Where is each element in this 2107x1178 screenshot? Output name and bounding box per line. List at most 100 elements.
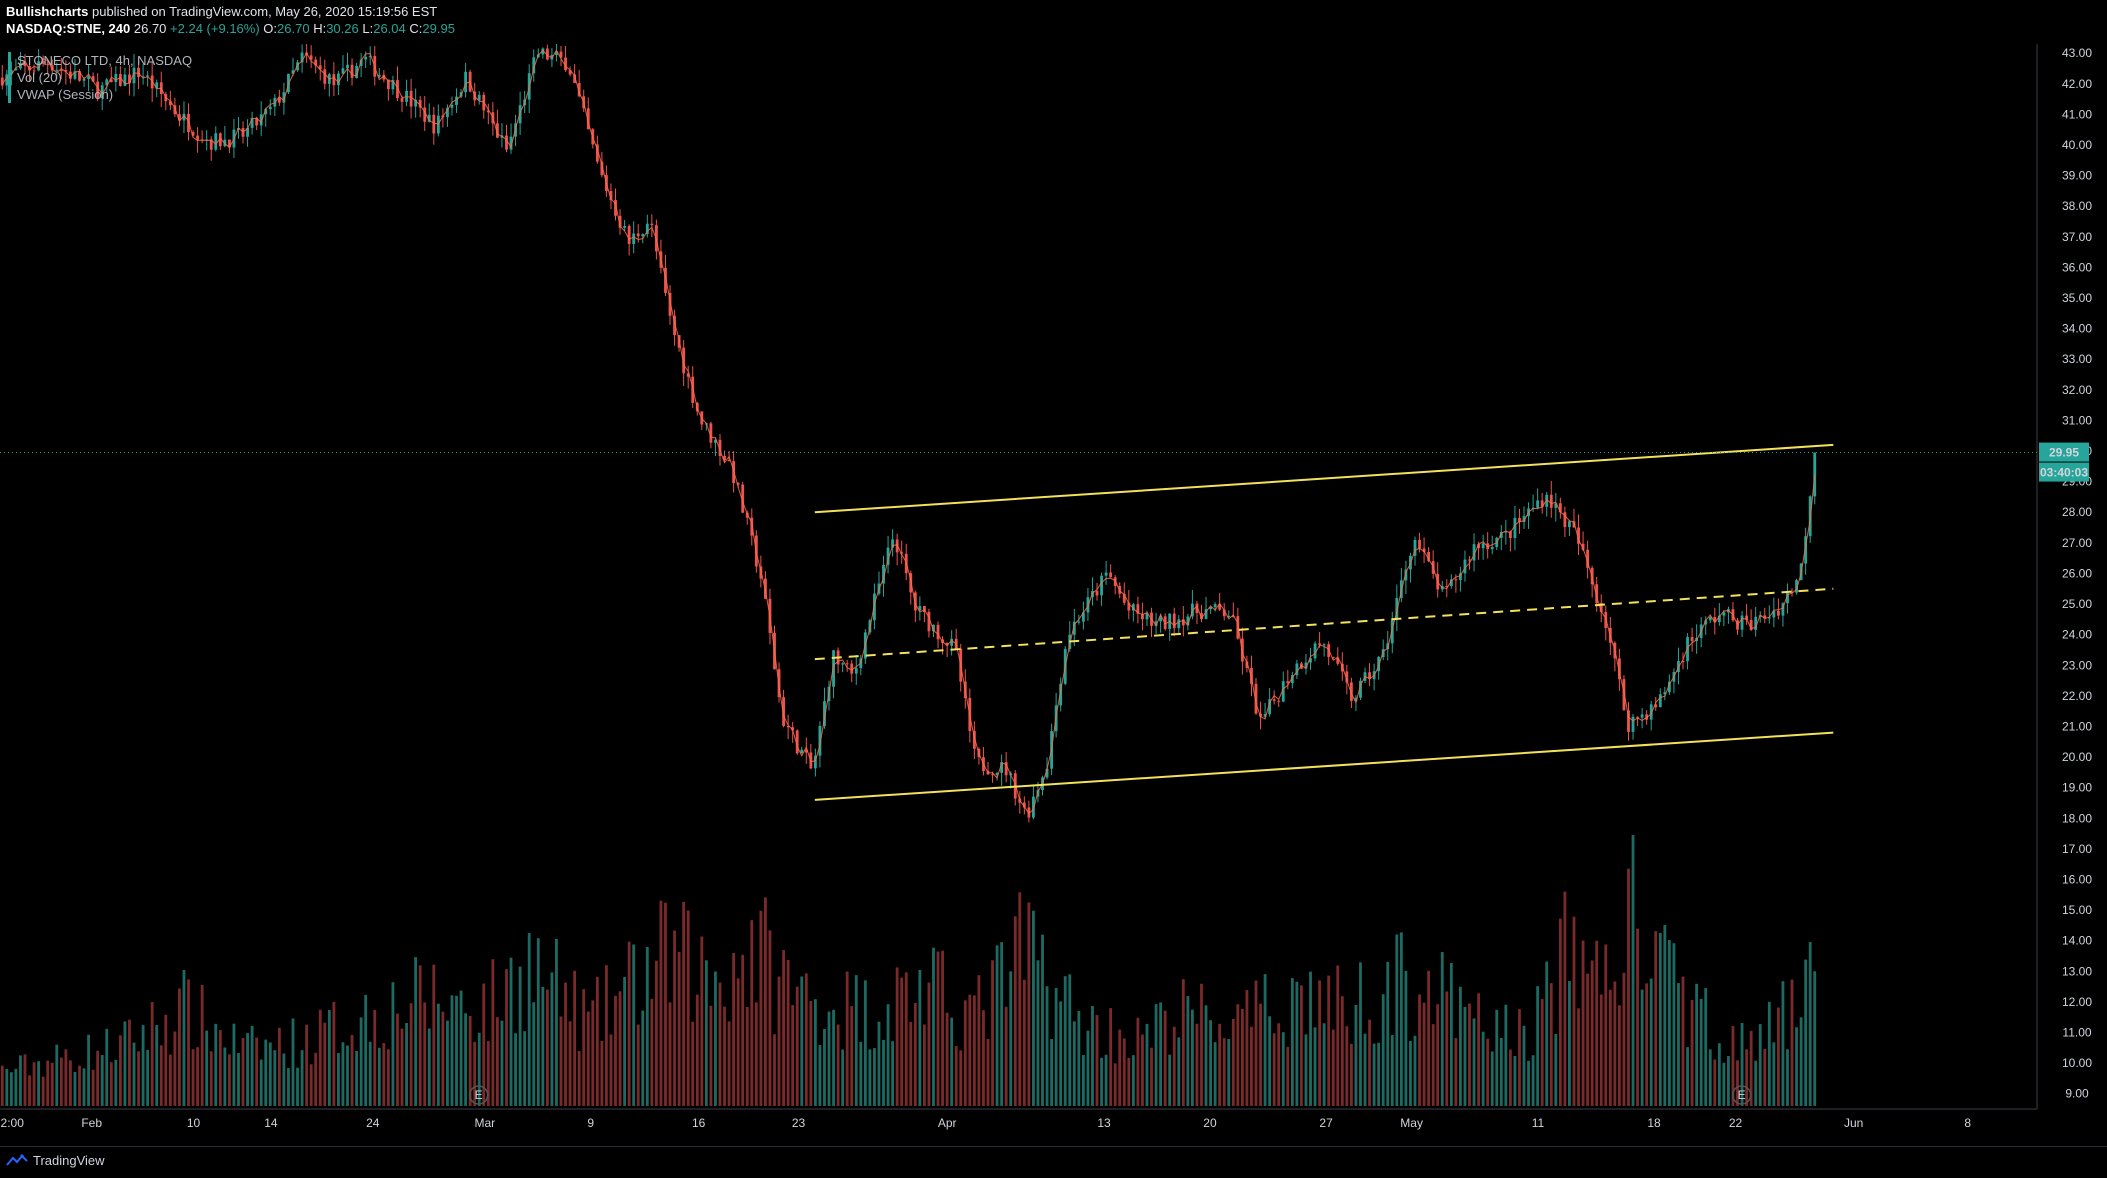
volume-bar [1254, 980, 1258, 1106]
candle-body [1449, 579, 1453, 587]
candle-body [495, 123, 499, 138]
volume-bar [1536, 986, 1540, 1106]
volume-bar [1531, 1055, 1535, 1106]
volume-bar [1695, 983, 1699, 1106]
volume-bar [459, 990, 463, 1106]
candle-body [509, 136, 513, 150]
volume-bar [809, 1000, 813, 1106]
volume-bar [1527, 1060, 1530, 1106]
candle-body [1095, 590, 1099, 596]
legend-symbol[interactable]: STONECO LTD, 4h, NASDAQ [8, 52, 192, 69]
author-name[interactable]: Bullishcharts [6, 4, 89, 19]
candle-body [1627, 710, 1630, 732]
volume-bar [941, 950, 944, 1106]
candle-body [1304, 662, 1308, 669]
candle-body [178, 114, 181, 121]
candle-body [1658, 694, 1662, 708]
volume-bar [945, 1012, 949, 1106]
candle-body [1740, 615, 1744, 630]
volume-bar [1141, 1034, 1144, 1106]
volume-bar [1404, 970, 1408, 1106]
candle-body [150, 75, 154, 89]
candle-body [1104, 572, 1108, 576]
volume-bar [573, 970, 577, 1106]
volume-bar [1477, 993, 1480, 1106]
time-tick-label: 8 [1964, 1116, 1971, 1130]
candle-body [1059, 683, 1063, 706]
volume-bar [1672, 943, 1676, 1106]
volume-bar [41, 1076, 45, 1106]
candle-body [246, 127, 249, 137]
volume-bar [823, 1028, 826, 1106]
tradingview-brand[interactable]: TradingView [6, 1153, 105, 1168]
candle-body [1309, 658, 1312, 663]
candle-body [141, 76, 145, 78]
volume-bar [1100, 1057, 1103, 1106]
volume-bar [918, 969, 922, 1106]
volume-bar [1663, 924, 1667, 1106]
legend-vwap[interactable]: VWAP (Session) [8, 86, 192, 103]
price-tick-label: 9.00 [2065, 1087, 2089, 1101]
volume-bar [686, 910, 690, 1106]
volume-bar [341, 1042, 345, 1106]
volume-bar [595, 976, 599, 1106]
volume-bar [105, 1028, 109, 1106]
volume-bar [1354, 1004, 1358, 1106]
volume-bar [986, 1039, 990, 1106]
candle-body [350, 64, 354, 78]
candle-body [1477, 544, 1480, 549]
candle-body [1186, 616, 1190, 626]
candle-body [1331, 657, 1335, 659]
time-tick-label: Mar [474, 1116, 495, 1130]
candle-body [1022, 802, 1026, 808]
candle-body [1313, 643, 1317, 659]
volume-bar [759, 910, 763, 1106]
volume-bar [1640, 989, 1644, 1106]
volume-bar [1540, 999, 1544, 1106]
volume-bar [350, 1035, 354, 1106]
candle-body [886, 547, 890, 565]
candle-body [450, 105, 454, 108]
candle-body [1418, 539, 1421, 549]
candle-body [1654, 704, 1658, 708]
candle-body [1086, 597, 1090, 613]
volume-bar [1554, 1033, 1558, 1106]
candle-body [1122, 593, 1126, 603]
candle-body [28, 66, 31, 71]
candle-body [1404, 569, 1408, 581]
volume-bar [314, 1052, 318, 1106]
candle-body [1072, 621, 1076, 635]
candle-body [1631, 716, 1635, 732]
volume-bar [1036, 960, 1040, 1106]
candle-body [1549, 494, 1553, 508]
candle-body [1159, 616, 1163, 622]
candle-body [337, 73, 340, 86]
volume-bar [1009, 971, 1013, 1106]
volume-bar [1763, 1048, 1767, 1106]
volume-bar [1349, 1043, 1353, 1106]
candle-body [800, 749, 804, 754]
volume-bar [14, 1068, 18, 1106]
volume-bar [1200, 983, 1203, 1106]
volume-bar [1813, 971, 1817, 1106]
volume-bar [1613, 981, 1617, 1106]
time-tick-label: 22 [1729, 1116, 1743, 1130]
candle-body [1581, 543, 1585, 550]
candle-body [1572, 521, 1576, 528]
volume-bar [141, 1025, 145, 1106]
candle-body [1141, 613, 1144, 620]
price-tick-label: 13.00 [2062, 964, 2092, 978]
candle-body [1163, 616, 1167, 629]
volume-bar [1431, 1024, 1435, 1106]
candle-body [1045, 768, 1049, 778]
price-tick-label: 18.00 [2062, 811, 2092, 825]
candle-body [455, 96, 458, 106]
price-tick-label: 39.00 [2062, 169, 2092, 183]
legend-volume[interactable]: Vol (20) [8, 69, 192, 86]
last-price: 26.70 [133, 21, 167, 36]
volume-bar [1631, 834, 1635, 1106]
volume-bar [564, 982, 567, 1106]
volume-bar [1617, 1005, 1621, 1106]
volume-bar [91, 1069, 95, 1106]
